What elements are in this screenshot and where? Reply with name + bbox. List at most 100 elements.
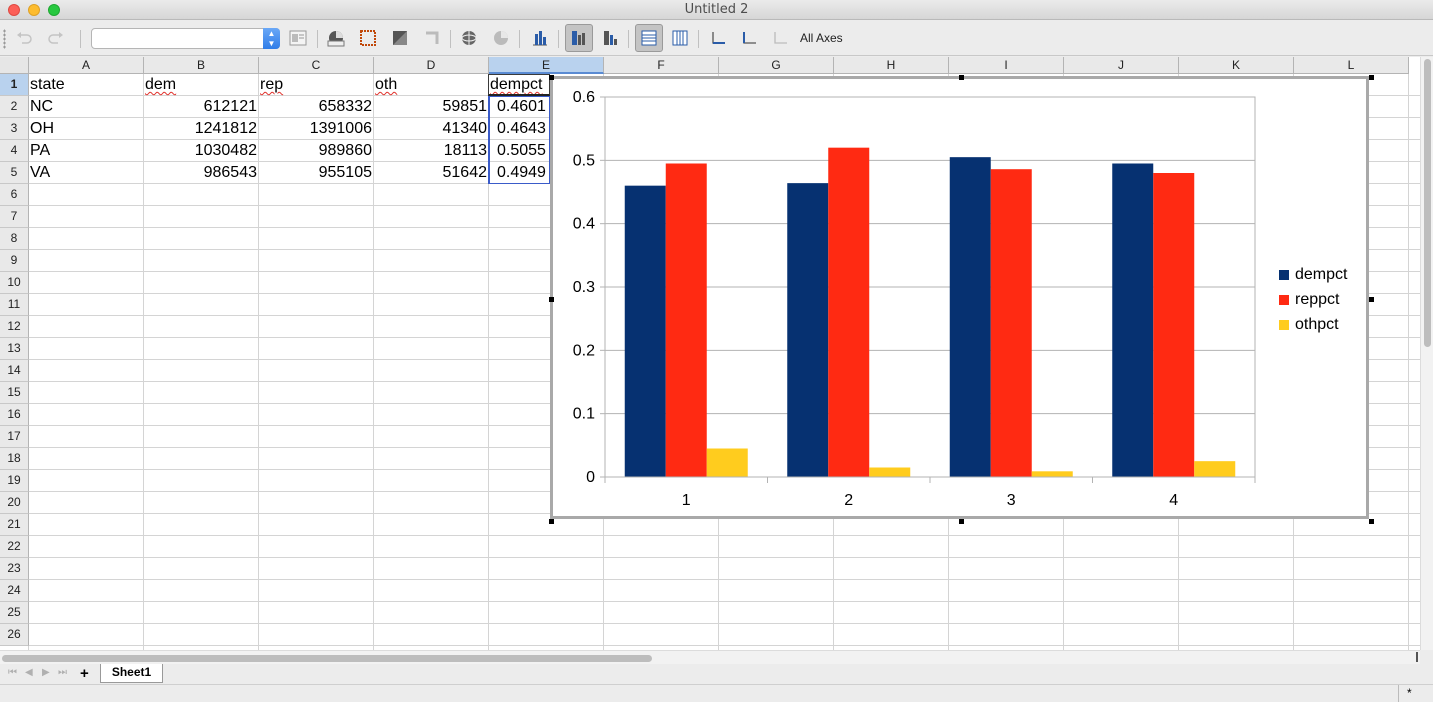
vertical-scrollbar[interactable]	[1420, 57, 1433, 650]
format-selection-icon[interactable]	[286, 26, 310, 50]
toolbar-grip[interactable]	[3, 29, 6, 49]
header-cell[interactable]: dem	[145, 76, 177, 93]
table-cell[interactable]: 1030482	[194, 142, 257, 159]
table-cell[interactable]: OH	[30, 120, 54, 137]
all-axes-button[interactable]: All Axes	[800, 31, 843, 45]
column-header-l[interactable]: L	[1294, 57, 1409, 74]
prev-sheet-icon[interactable]: ◀	[25, 667, 33, 678]
table-cell[interactable]: 0.4643	[497, 120, 546, 137]
x-axis-icon[interactable]	[706, 26, 730, 50]
add-sheet-button[interactable]: +	[80, 665, 89, 682]
minimize-window-button[interactable]	[28, 4, 40, 16]
row-header-4[interactable]: 4	[0, 140, 29, 162]
row-header-1[interactable]: 1	[0, 74, 29, 96]
horizontal-grids-icon[interactable]	[635, 24, 663, 52]
vertical-scroll-thumb[interactable]	[1424, 59, 1431, 347]
select-all-corner[interactable]	[0, 57, 29, 74]
chart-object[interactable]: 0 0.1 0.2 0.3 0.4 0.5 0.6 1 2 3 4 dempct reppct othpc…	[549, 75, 1374, 524]
row-header-9[interactable]: 9	[0, 250, 29, 272]
table-cell[interactable]: 0.5055	[497, 142, 546, 159]
column-header-j[interactable]: J	[1064, 57, 1179, 74]
table-cell[interactable]: 989860	[318, 142, 372, 159]
row-header-19[interactable]: 19	[0, 470, 29, 492]
resize-handle[interactable]	[1369, 297, 1374, 302]
row-header-15[interactable]: 15	[0, 382, 29, 404]
header-cell[interactable]: state	[30, 76, 65, 93]
close-window-button[interactable]	[8, 4, 20, 16]
resize-handle[interactable]	[959, 75, 964, 80]
row-header-22[interactable]: 22	[0, 536, 29, 558]
chart-type-icon[interactable]	[324, 26, 348, 50]
spreadsheet-grid[interactable]: A B C D E F G H I J K L 1 2 3 4 5 6 7 8 9 10 11 12 13 14 15 16 17 18 1…	[0, 57, 1420, 650]
tab-sheet1[interactable]: Sheet1	[100, 664, 163, 683]
undo-icon[interactable]	[12, 26, 36, 50]
row-header-2[interactable]: 2	[0, 96, 29, 118]
row-header-5[interactable]: 5	[0, 162, 29, 184]
chart-floor-icon[interactable]	[420, 26, 444, 50]
table-cell[interactable]: 51642	[442, 164, 488, 181]
y-axis-icon[interactable]	[737, 26, 761, 50]
data-in-rows-icon[interactable]	[565, 24, 593, 52]
data-in-columns-icon[interactable]	[599, 26, 623, 50]
row-header-25[interactable]: 25	[0, 602, 29, 624]
row-header-26[interactable]: 26	[0, 624, 29, 646]
column-header-c[interactable]: C	[259, 57, 374, 74]
column-header-e[interactable]: E	[489, 57, 604, 74]
zoom-window-button[interactable]	[48, 4, 60, 16]
column-header-i[interactable]: I	[949, 57, 1064, 74]
chart-area-icon[interactable]	[356, 26, 380, 50]
resize-handle[interactable]	[1369, 519, 1374, 524]
column-header-d[interactable]: D	[374, 57, 489, 74]
table-cell[interactable]: 986543	[203, 164, 257, 181]
table-cell[interactable]: 955105	[318, 164, 372, 181]
header-cell[interactable]: oth	[375, 76, 398, 93]
column-header-f[interactable]: F	[604, 57, 719, 74]
chart-element-select[interactable]: ▲ ▼	[91, 28, 280, 49]
header-cell[interactable]: rep	[260, 76, 284, 93]
next-sheet-icon[interactable]: ▶	[42, 667, 50, 678]
last-sheet-icon[interactable]: ⏭	[58, 667, 67, 678]
column-header-b[interactable]: B	[144, 57, 259, 74]
row-header-17[interactable]: 17	[0, 426, 29, 448]
row-header-7[interactable]: 7	[0, 206, 29, 228]
table-cell[interactable]: 0.4601	[497, 98, 546, 115]
split-handle[interactable]	[1416, 652, 1418, 662]
row-header-10[interactable]: 10	[0, 272, 29, 294]
row-header-14[interactable]: 14	[0, 360, 29, 382]
header-cell[interactable]: dempct	[490, 76, 543, 93]
row-header-18[interactable]: 18	[0, 448, 29, 470]
resize-handle[interactable]	[959, 519, 964, 524]
table-cell[interactable]: 59851	[442, 98, 488, 115]
z-axis-icon[interactable]	[768, 26, 792, 50]
row-header-20[interactable]: 20	[0, 492, 29, 514]
table-cell[interactable]: 18113	[443, 142, 487, 159]
row-header-24[interactable]: 24	[0, 580, 29, 602]
row-header-16[interactable]: 16	[0, 404, 29, 426]
column-header-g[interactable]: G	[719, 57, 834, 74]
table-cell[interactable]: VA	[30, 164, 51, 181]
column-header-a[interactable]: A	[29, 57, 144, 74]
row-header-21[interactable]: 21	[0, 514, 29, 536]
table-cell[interactable]: PA	[30, 142, 51, 159]
column-header-h[interactable]: H	[834, 57, 949, 74]
horizontal-scrollbar[interactable]	[0, 650, 1420, 664]
bar-chart[interactable]: 0 0.1 0.2 0.3 0.4 0.5 0.6 1 2 3 4	[553, 79, 1366, 516]
vertical-grids-icon[interactable]	[668, 26, 692, 50]
row-header-12[interactable]: 12	[0, 316, 29, 338]
row-header-13[interactable]: 13	[0, 338, 29, 360]
column-header-k[interactable]: K	[1179, 57, 1294, 74]
first-sheet-icon[interactable]: ⏮	[8, 667, 17, 678]
horizontal-scroll-thumb[interactable]	[2, 655, 652, 662]
row-header-23[interactable]: 23	[0, 558, 29, 580]
row-header-6[interactable]: 6	[0, 184, 29, 206]
redo-icon[interactable]	[44, 26, 68, 50]
table-cell[interactable]: 41340	[442, 120, 488, 137]
table-cell[interactable]: 1241812	[194, 120, 257, 137]
resize-handle[interactable]	[549, 519, 554, 524]
row-header-8[interactable]: 8	[0, 228, 29, 250]
3d-view-icon[interactable]	[457, 26, 481, 50]
resize-handle[interactable]	[1369, 75, 1374, 80]
table-cell[interactable]: NC	[30, 98, 54, 115]
resize-handle[interactable]	[549, 75, 554, 80]
table-cell[interactable]: 612121	[203, 98, 257, 115]
